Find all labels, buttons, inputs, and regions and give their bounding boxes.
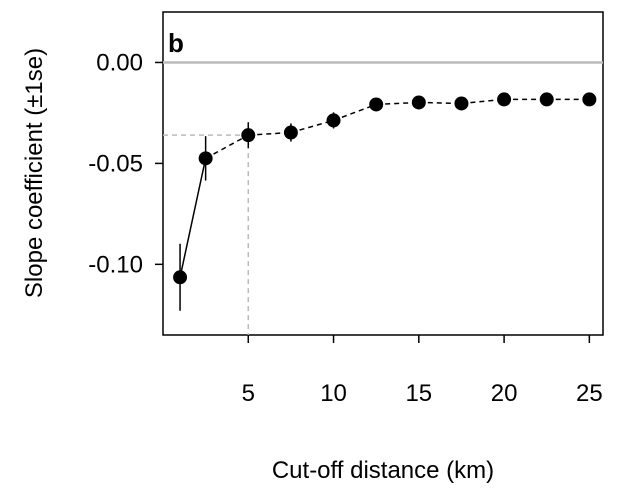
y-axis-title: Slope coefficient (±1se) — [21, 48, 48, 298]
plot-frame — [162, 11, 604, 336]
point — [198, 151, 213, 166]
panel-label: b — [168, 28, 184, 58]
connector — [333, 103, 377, 122]
y-tick-label: 0.00 — [96, 49, 143, 76]
point — [539, 92, 554, 107]
x-axis-title: Cut-off distance (km) — [272, 457, 494, 484]
point — [369, 97, 384, 112]
point — [411, 95, 426, 110]
x-tick-label: 25 — [576, 380, 603, 407]
y-tick-label: -0.05 — [88, 150, 143, 177]
connector — [418, 101, 462, 105]
x-tick-label: 5 — [242, 380, 255, 407]
x-tick-label: 20 — [491, 380, 518, 407]
point — [241, 128, 256, 143]
point — [454, 96, 469, 111]
point — [283, 125, 298, 140]
point — [582, 92, 597, 107]
connector — [248, 131, 291, 136]
connector — [461, 98, 505, 105]
connector — [376, 101, 419, 106]
x-tick-label: 15 — [405, 380, 432, 407]
y-tick-label: -0.10 — [88, 251, 143, 278]
x-tick-label: 10 — [320, 380, 347, 407]
point — [497, 92, 512, 107]
point — [326, 113, 341, 128]
point — [173, 270, 188, 285]
connector — [205, 134, 249, 160]
connector — [179, 158, 207, 278]
connector — [290, 119, 334, 134]
